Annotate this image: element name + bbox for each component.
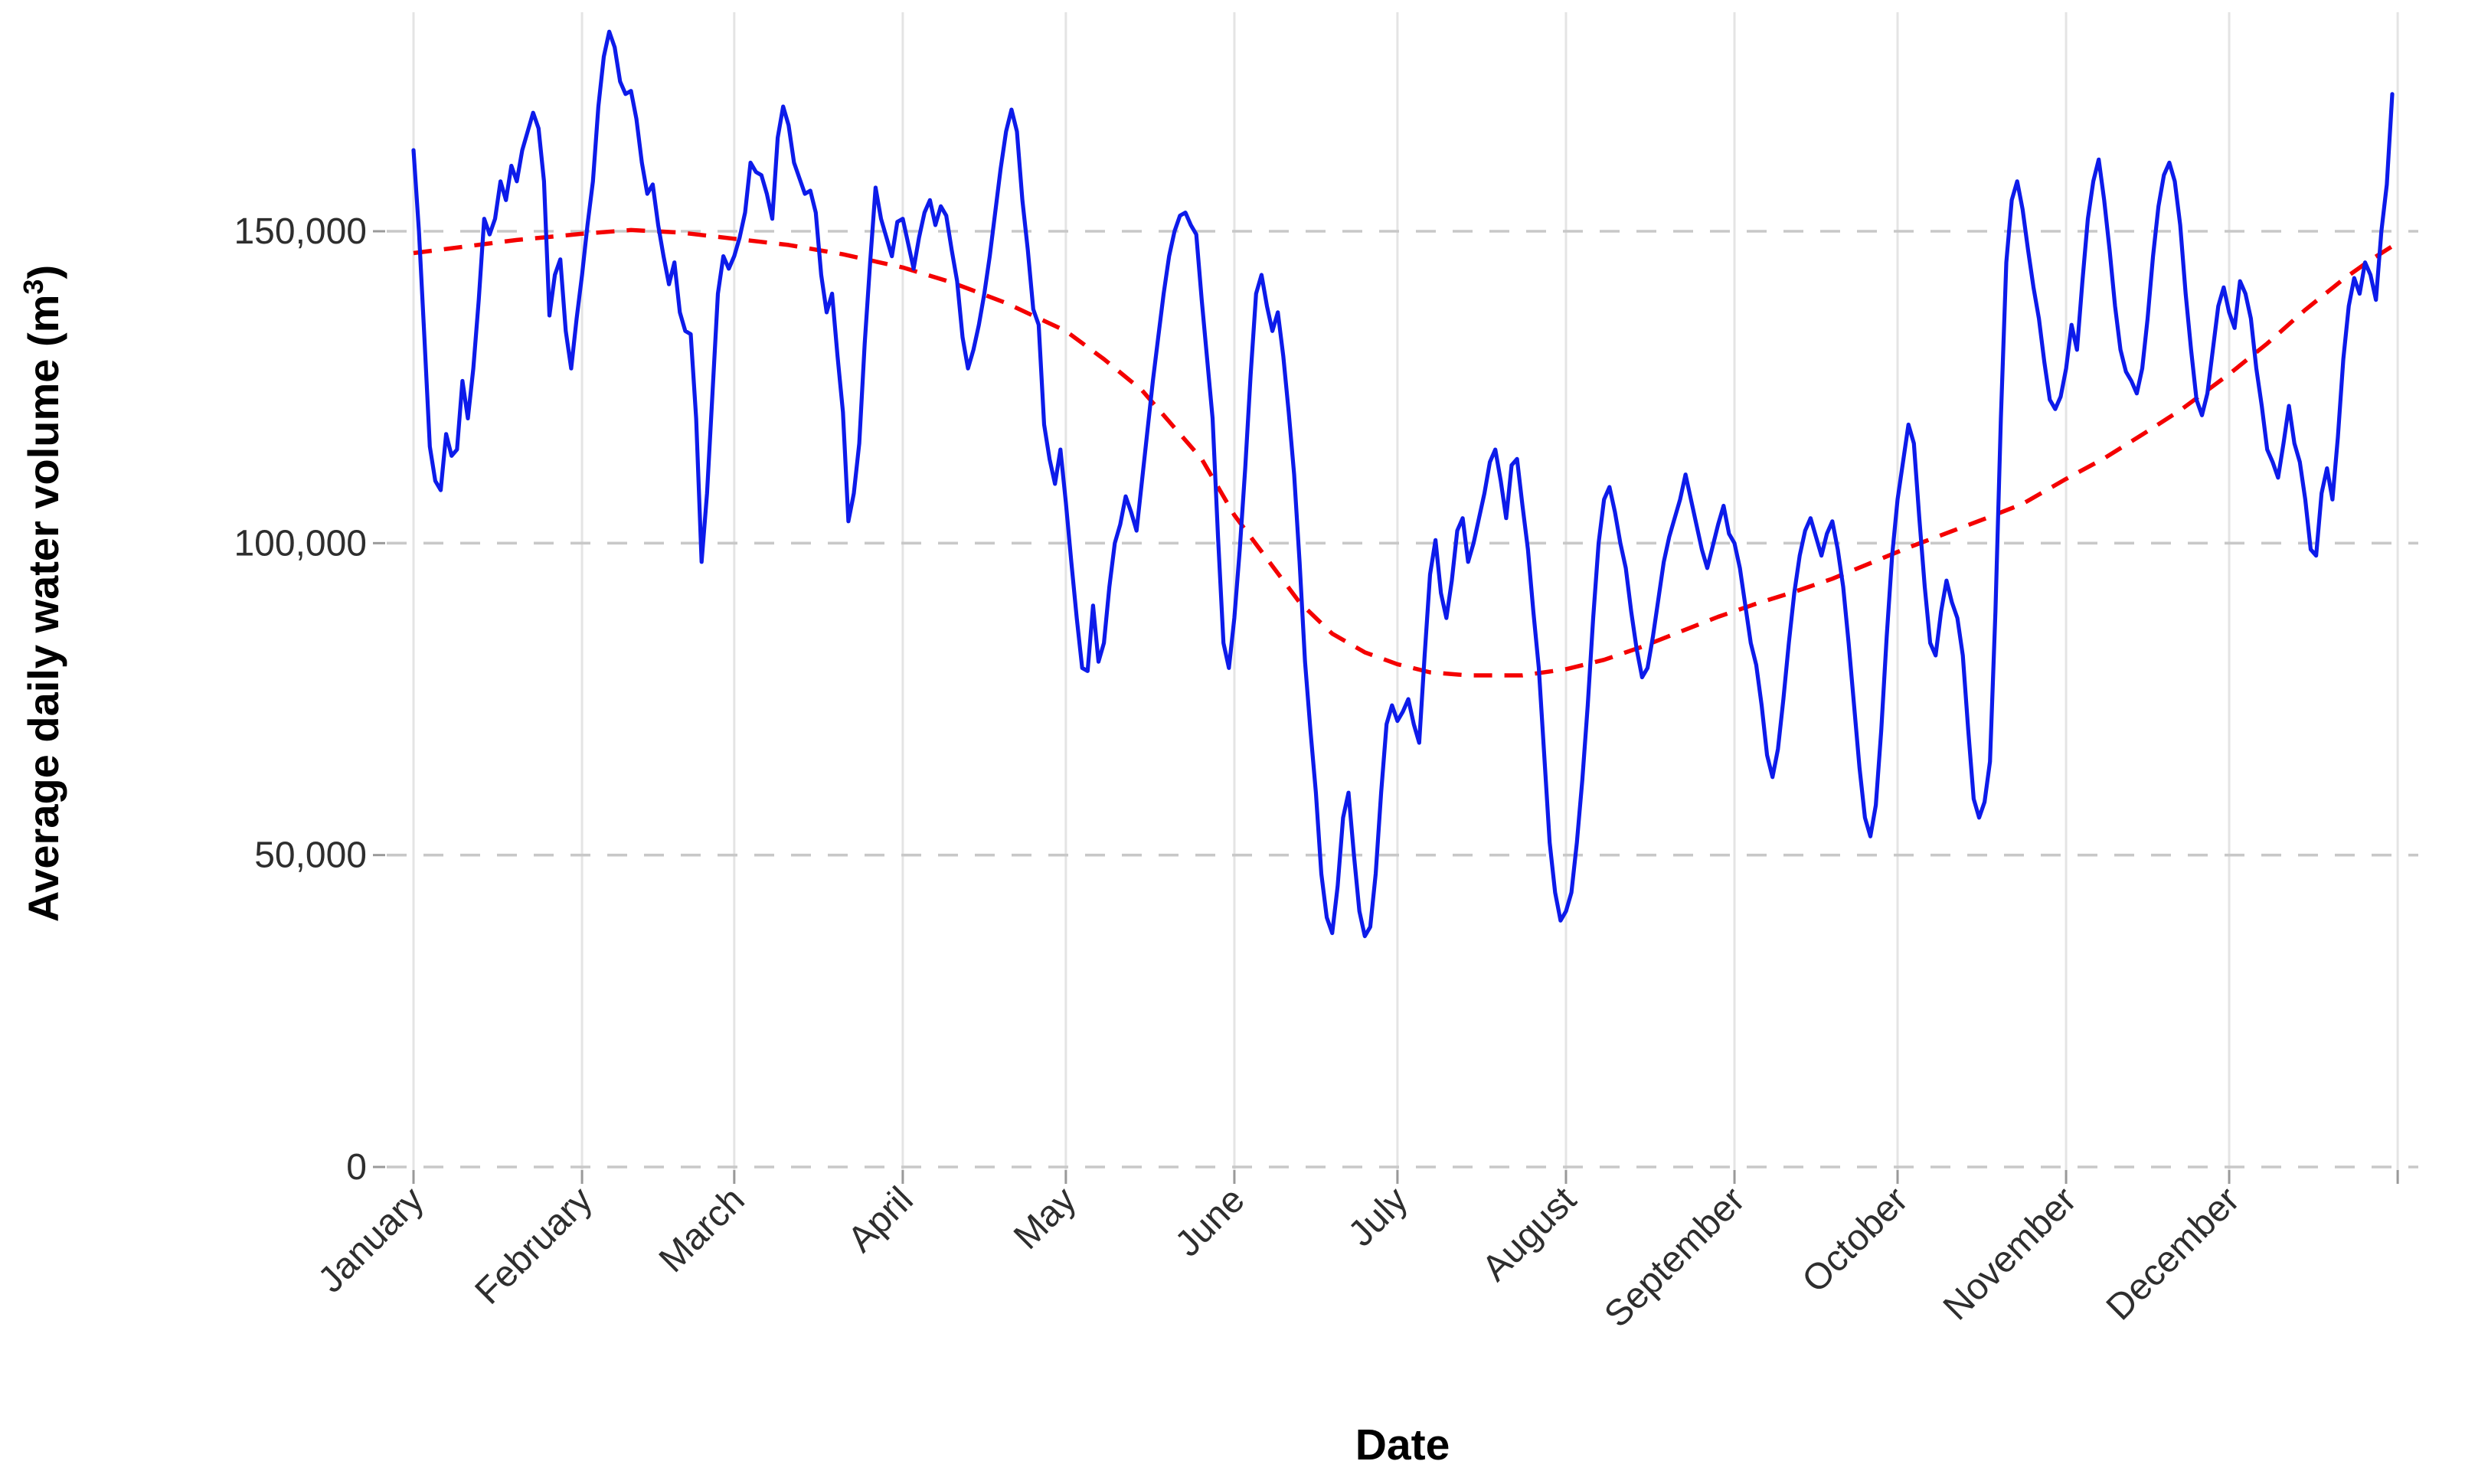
x-tick-label-june: June: [1168, 1179, 1253, 1264]
x-tick-label-july: July: [1341, 1179, 1416, 1254]
trend-line: [413, 227, 2394, 678]
y-axis-title: Average daily water volume (m3): [18, 265, 67, 922]
x-tick-label-september: September: [1597, 1179, 1753, 1335]
x-tick-label-august: August: [1475, 1179, 1584, 1289]
y-tick-label-50000: 50,000: [254, 835, 367, 876]
y-tick-labels: 0 50,000 100,000 150,000: [234, 211, 367, 1188]
x-tick-label-february: February: [468, 1179, 600, 1312]
data-series: [411, 29, 2395, 939]
x-tick-label-march: March: [652, 1179, 753, 1280]
x-tick-labels: January February March April May June July Augu…: [311, 1179, 2248, 1335]
x-tick-label-may: May: [1006, 1179, 1084, 1257]
y-tick-label-150000: 150,000: [234, 211, 367, 252]
daily-series-line: [411, 29, 2395, 939]
axis-titles: Date Average daily water volume (m3): [18, 265, 1450, 1469]
y-tick-label-0: 0: [346, 1147, 367, 1188]
y-tick-label-100000: 100,000: [234, 523, 367, 564]
x-tick-label-december: December: [2099, 1179, 2248, 1328]
x-tick-label-april: April: [840, 1179, 920, 1260]
horizontal-gridlines: [387, 230, 2418, 1169]
x-tick-label-january: January: [311, 1179, 432, 1300]
vertical-gridlines: [412, 12, 2399, 1181]
x-tick-label-october: October: [1795, 1179, 1916, 1300]
axis-tick-marks: [373, 230, 2399, 1184]
x-axis-title: Date: [1355, 1420, 1450, 1469]
x-tick-label-november: November: [1936, 1179, 2084, 1328]
